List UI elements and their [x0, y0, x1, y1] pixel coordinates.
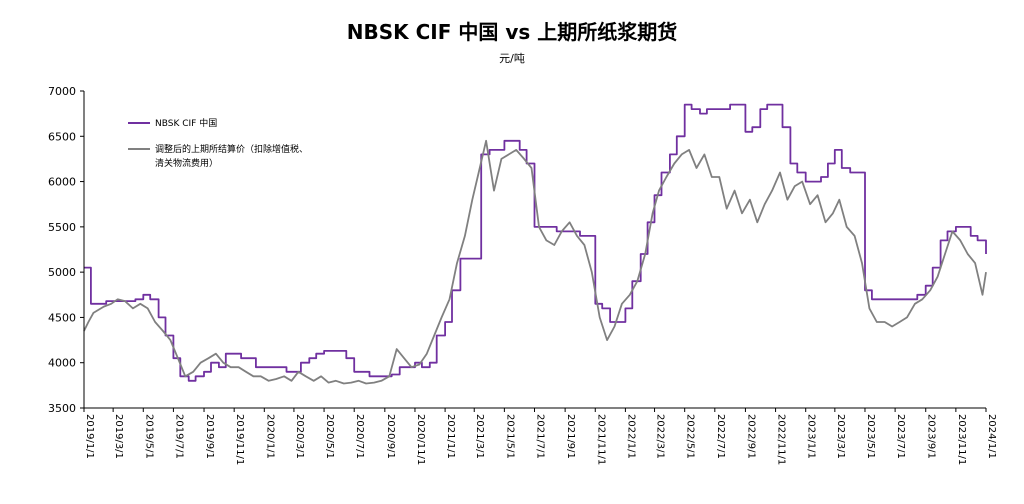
x-tick-label: 2019/7/1 — [173, 414, 184, 459]
x-tick-label: 2020/9/1 — [385, 414, 396, 459]
x-tick-label: 2024/1/1 — [986, 414, 997, 459]
x-tick-label: 2022/7/1 — [715, 414, 726, 459]
x-tick-label: 2020/3/1 — [294, 414, 305, 459]
x-tick-label: 2020/7/1 — [354, 414, 365, 459]
x-tick-label: 2019/3/1 — [113, 414, 124, 459]
x-tick-label: 2023/1/1 — [806, 414, 817, 459]
x-tick-label: 2023/5/1 — [865, 414, 876, 459]
x-tick-label: 2022/3/1 — [655, 414, 666, 459]
x-tick-label: 2022/11/1 — [776, 414, 787, 465]
x-tick-label: 2019/5/1 — [143, 414, 154, 459]
x-tick-label: 2021/1/1 — [445, 414, 456, 459]
x-tick-label: 2019/1/1 — [84, 414, 95, 459]
x-tick-label: 2023/11/1 — [956, 414, 967, 465]
x-tick-label: 2023/7/1 — [895, 414, 906, 459]
x-tick-label: 2021/11/1 — [595, 414, 606, 465]
y-tick-label: 5500 — [48, 221, 76, 234]
x-tick-label: 2022/1/1 — [625, 414, 636, 459]
legend-label-1: NBSK CIF 中国 — [155, 117, 217, 129]
x-tick-label: 2021/9/1 — [565, 414, 576, 459]
x-tick-label: 2023/3/1 — [835, 414, 846, 459]
y-tick-label: 6000 — [48, 176, 76, 189]
chart-unit-label: 元/吨 — [499, 52, 525, 65]
x-tick-label: 2019/11/1 — [234, 414, 245, 465]
y-tick-label: 5000 — [48, 266, 76, 279]
x-tick-label: 2021/3/1 — [474, 414, 485, 459]
y-tick-label: 3500 — [48, 402, 76, 415]
x-tick-label: 2022/5/1 — [685, 414, 696, 459]
x-tick-label: 2020/1/1 — [264, 414, 275, 459]
y-tick-label: 7000 — [48, 85, 76, 98]
x-tick-label: 2021/5/1 — [504, 414, 515, 459]
y-tick-label: 6500 — [48, 130, 76, 143]
x-tick-label: 2021/7/1 — [535, 414, 546, 459]
x-tick-label: 2023/9/1 — [926, 414, 937, 459]
x-tick-label: 2020/5/1 — [324, 414, 335, 459]
y-tick-label: 4000 — [48, 357, 76, 370]
x-tick-label: 2022/9/1 — [745, 414, 756, 459]
x-tick-label: 2019/9/1 — [204, 414, 215, 459]
series-line-2 — [83, 139, 987, 385]
x-tick-label: 2020/11/1 — [415, 414, 426, 465]
legend-label-2: 调整后的上期所结算价（扣除增值税、清关物流费用） — [155, 143, 308, 169]
chart-title: NBSK CIF 中国 vs 上期所纸浆期货 — [346, 20, 678, 44]
y-tick-label: 4500 — [48, 311, 76, 324]
